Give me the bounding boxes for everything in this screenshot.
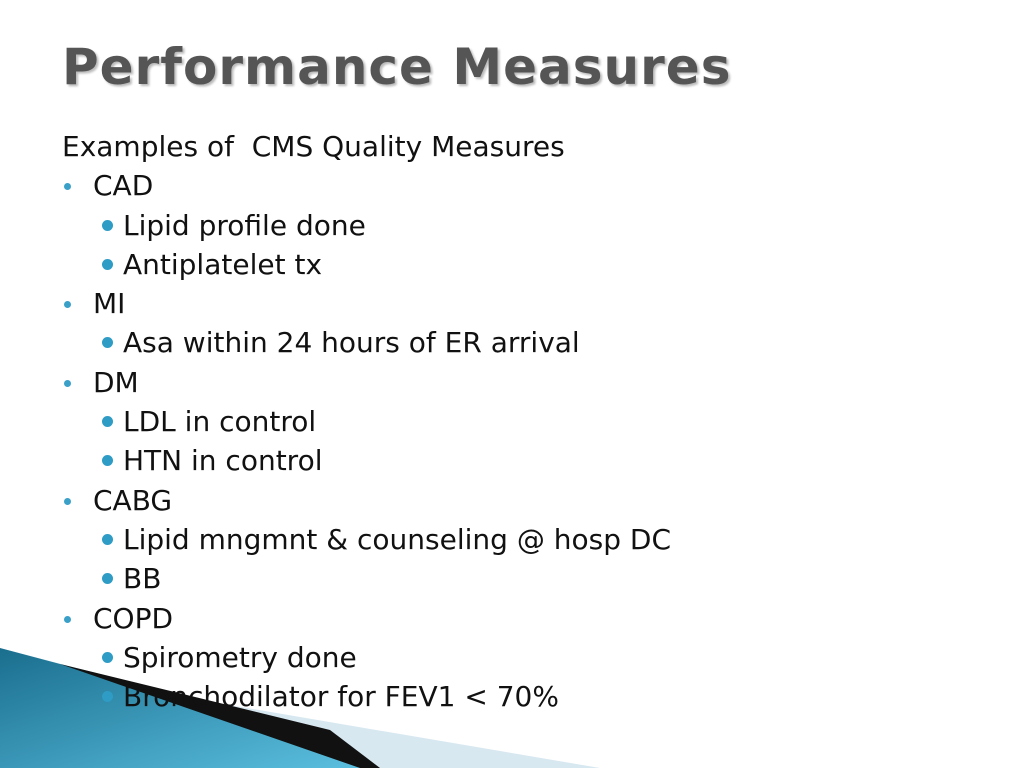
title: Performance Measures [62,38,732,96]
bullet: DM [62,363,671,402]
sub-bullet: Lipid profile done [62,206,671,245]
sub-bullet: Asa within 24 hours of ER arrival [62,323,671,362]
sub-bullet: Spirometry done [62,638,671,677]
intro: Examples of CMS Quality Measures [62,130,565,163]
sub-bullet: Lipid mngmnt & counseling @ hosp DC [62,520,671,559]
sub-bullet: Antiplatelet tx [62,245,671,284]
bullet: COPD [62,599,671,638]
bullet: CAD [62,166,671,205]
sub-bullet: HTN in control [62,441,671,480]
content: Examples of CMS Quality Measures CAD Lipid… [62,127,671,716]
sub-bullet: BB [62,559,671,598]
bullet: CABG [62,481,671,520]
band [60,664,380,768]
sub-bullet: LDL in control [62,402,671,441]
sub-bullet: Bronchodilator for FEV1 < 70% [62,677,671,716]
bullet: MI [62,284,671,323]
